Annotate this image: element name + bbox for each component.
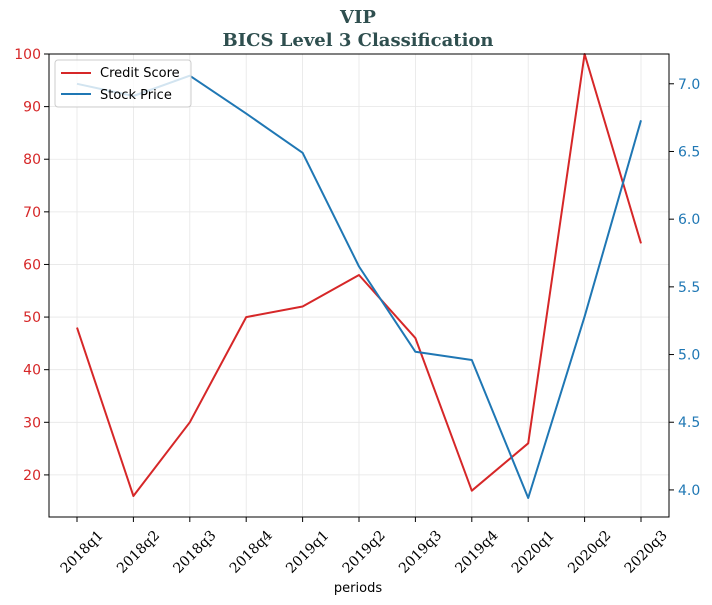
x-tick-label: 2019q4 (452, 528, 501, 577)
plot-frame (48, 53, 670, 518)
x-tick-label: 2019q1 (283, 528, 332, 577)
x-tick-label: 2018q1 (58, 528, 107, 577)
left-tick-label: 30 (23, 415, 41, 431)
x-axis-ticks: 2018q1 2018q2 2018q3 2018q4 2019q1 2019q2 2019… (58, 517, 671, 577)
series-line-credit-score (76, 53, 642, 497)
chart-title: VIP (339, 7, 376, 28)
right-tick-label: 6.5 (678, 144, 700, 160)
grid (49, 53, 669, 517)
chart-subtitle: BICS Level 3 Classification (222, 30, 493, 51)
x-tick-label: 2018q4 (227, 528, 276, 577)
x-tick-label: 2019q3 (396, 528, 445, 577)
right-tick-label: 5.5 (678, 280, 700, 296)
left-axis-ticks: 20 30 40 50 60 70 80 90 100 (14, 47, 49, 484)
left-tick-label: 60 (23, 257, 41, 273)
left-tick-label: 80 (23, 152, 41, 168)
left-tick-label: 20 (23, 468, 41, 484)
legend-label-stock-price: Stock Price (100, 88, 172, 103)
right-tick-label: 7.0 (678, 77, 700, 93)
right-tick-label: 5.0 (678, 348, 700, 364)
x-tick-label: 2020q2 (565, 528, 614, 577)
x-tick-label: 2020q1 (509, 528, 558, 577)
x-axis-label: periods (334, 581, 382, 596)
legend-box (54, 59, 192, 108)
x-tick-label: 2018q3 (170, 528, 219, 577)
right-axis-ticks: 4.0 4.5 5.0 5.5 6.0 6.5 7.0 (669, 77, 700, 499)
left-tick-label: 90 (23, 100, 41, 116)
x-tick-label: 2020q3 (622, 528, 671, 577)
right-tick-label: 4.5 (678, 415, 700, 431)
legend-label-credit-score: Credit Score (100, 66, 180, 81)
right-tick-label: 4.0 (678, 483, 700, 499)
left-tick-label: 50 (23, 310, 41, 326)
left-tick-label: 70 (23, 205, 41, 221)
x-tick-label: 2019q2 (340, 528, 389, 577)
x-tick-label: 2018q2 (114, 528, 163, 577)
left-tick-label: 40 (23, 363, 41, 379)
left-tick-label: 100 (14, 47, 41, 63)
right-tick-label: 6.0 (678, 212, 700, 228)
legend: Credit Score Stock Price (54, 59, 192, 108)
